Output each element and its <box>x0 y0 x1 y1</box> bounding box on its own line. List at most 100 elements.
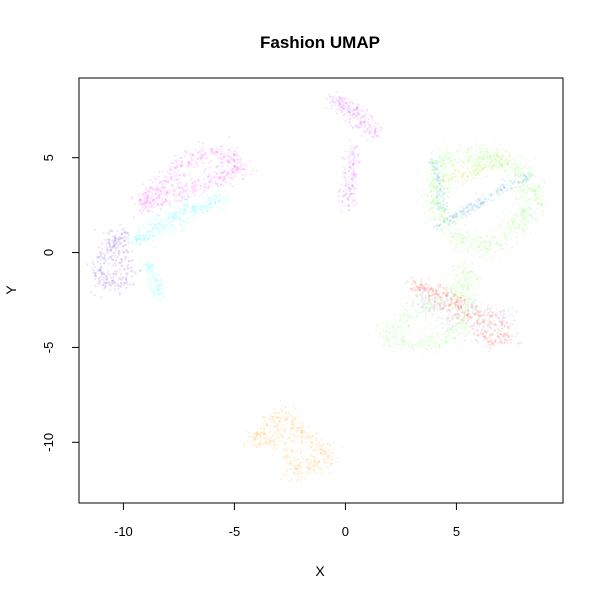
data-point <box>405 281 408 285</box>
data-point <box>352 170 355 173</box>
data-point <box>139 242 142 245</box>
data-point <box>478 236 482 239</box>
data-point <box>377 123 380 126</box>
data-point <box>401 340 404 343</box>
data-point <box>225 174 228 177</box>
data-point <box>361 121 365 124</box>
data-point <box>171 217 174 220</box>
data-point <box>471 292 474 295</box>
data-point <box>505 232 508 235</box>
data-point <box>498 163 501 166</box>
data-point <box>360 124 364 127</box>
data-point <box>151 267 154 270</box>
data-point <box>161 233 164 236</box>
data-point <box>411 301 414 304</box>
data-point <box>449 241 452 244</box>
data-point <box>148 242 151 245</box>
data-point <box>475 328 478 331</box>
data-point <box>151 198 154 201</box>
data-point <box>429 216 432 220</box>
data-point <box>472 271 475 274</box>
data-point <box>173 213 176 216</box>
data-point <box>232 167 235 170</box>
data-point <box>259 443 262 446</box>
data-point <box>307 469 310 472</box>
data-point <box>497 156 500 159</box>
data-point <box>287 436 291 439</box>
data-point <box>496 239 499 242</box>
data-point <box>244 168 247 171</box>
data-point <box>348 121 351 124</box>
data-point <box>472 327 475 330</box>
data-point <box>492 164 495 167</box>
data-point <box>408 334 411 337</box>
data-point <box>277 424 280 427</box>
data-point <box>375 324 378 327</box>
data-point <box>357 155 360 158</box>
data-point <box>433 198 437 201</box>
data-point <box>145 201 148 204</box>
data-point <box>530 174 533 177</box>
data-point <box>282 436 285 439</box>
data-point <box>191 181 194 184</box>
data-point <box>197 140 200 143</box>
data-point <box>218 178 221 181</box>
data-point <box>519 163 522 166</box>
data-point <box>468 154 472 157</box>
data-point <box>493 235 496 238</box>
data-point <box>468 317 471 320</box>
data-point <box>178 218 182 221</box>
data-point <box>451 305 454 308</box>
data-point <box>129 283 132 286</box>
data-point <box>167 212 170 215</box>
data-point <box>520 213 523 217</box>
data-point <box>220 161 223 164</box>
data-point <box>173 218 176 221</box>
data-point <box>483 242 486 245</box>
data-point <box>209 148 212 151</box>
data-point <box>120 282 123 285</box>
data-point <box>507 310 510 313</box>
data-point <box>379 333 382 336</box>
data-point <box>112 245 115 248</box>
data-point <box>485 150 488 154</box>
data-point <box>183 208 186 211</box>
data-point <box>399 314 402 317</box>
data-point <box>342 201 345 204</box>
data-point <box>445 187 448 190</box>
data-point <box>435 203 438 206</box>
data-point <box>189 164 192 167</box>
data-point <box>96 256 99 259</box>
data-point <box>455 290 458 293</box>
data-point <box>469 315 472 318</box>
data-point <box>200 155 203 158</box>
data-point <box>442 158 445 161</box>
data-point <box>346 107 349 110</box>
data-point <box>347 184 350 187</box>
data-point <box>489 310 492 313</box>
data-point <box>521 172 524 175</box>
data-point <box>420 278 423 281</box>
data-point <box>527 171 531 174</box>
data-point <box>104 258 107 261</box>
data-point <box>359 117 362 120</box>
data-point <box>132 283 135 287</box>
data-point <box>349 148 352 151</box>
data-point <box>528 187 532 190</box>
data-point <box>459 177 462 180</box>
data-point <box>375 134 379 137</box>
data-point <box>217 176 220 179</box>
data-point <box>163 226 166 229</box>
data-point <box>215 165 218 168</box>
data-point <box>158 171 161 174</box>
data-point <box>472 164 475 167</box>
data-point <box>112 251 115 254</box>
data-point <box>465 156 468 159</box>
data-point <box>200 153 203 157</box>
data-point <box>475 158 478 161</box>
data-point <box>191 189 195 192</box>
data-point <box>461 160 464 163</box>
data-point <box>329 452 332 455</box>
data-point <box>339 100 342 103</box>
